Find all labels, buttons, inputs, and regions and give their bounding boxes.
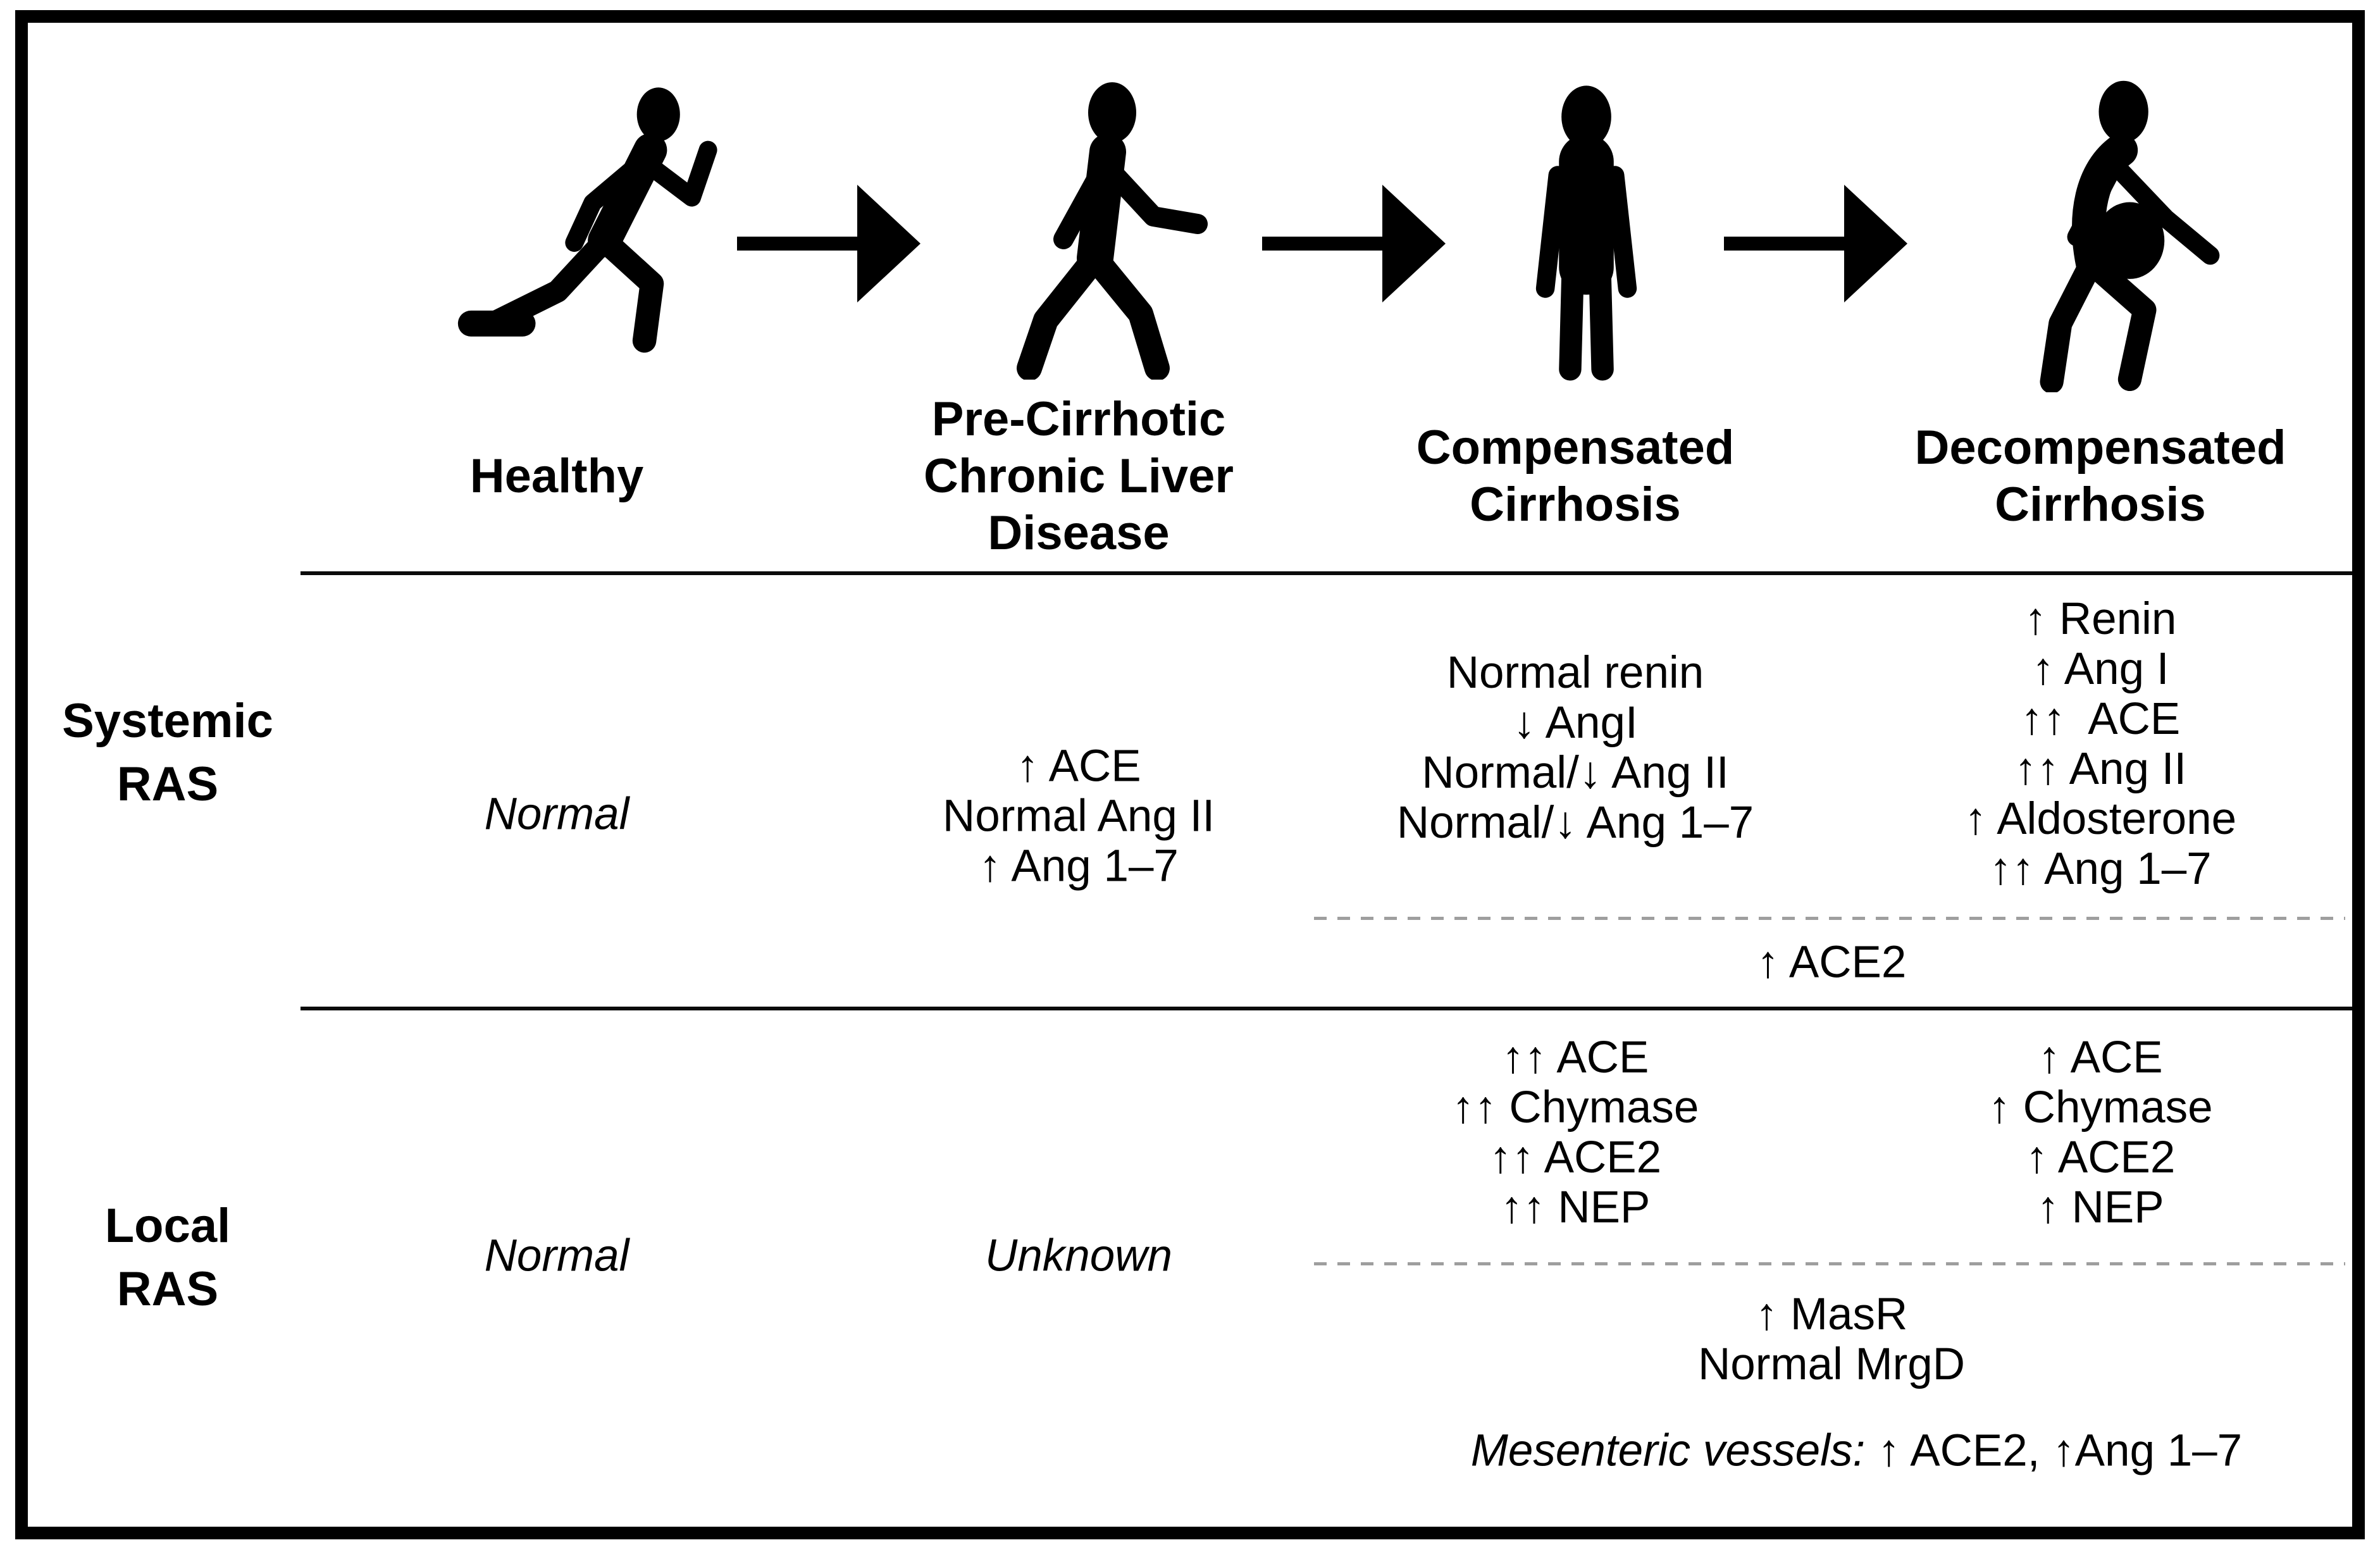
cell-systemic-decompensated: ↑ Renin ↑ Ang I ↑↑ ACE ↑↑ Ang II ↑ Aldostero… [1964, 594, 2236, 894]
column-header-pre-cirrhotic: Pre-Cirrhotic Chronic Liver Disease [924, 391, 1234, 562]
text-line: ↑↑ NEP [1500, 1183, 1651, 1232]
systemic-subrow-dashed-divider [1314, 917, 2345, 920]
text-line: ↑ Aldosterone [1964, 794, 2237, 844]
text-line: Normal Ang II [942, 791, 1215, 841]
column-header-compensated: Compensated Cirrhosis [1416, 419, 1735, 533]
table-middle-rule [301, 1007, 2352, 1010]
text-line: ↑ ACE [1016, 741, 1141, 792]
text-line: Compensated [1416, 421, 1735, 475]
text-line: Normal renin [1446, 648, 1704, 698]
text-line: Chronic Liver [924, 449, 1234, 503]
text-line: ↑ Chymase [1988, 1083, 2213, 1133]
progression-arrow-icon [1724, 185, 1907, 302]
text-line: ↑↑ ACE2 [1489, 1133, 1662, 1183]
text-line: ↑ Renin [2024, 594, 2177, 644]
cell-local-pre-cirrhotic: Unknown [985, 1231, 1172, 1281]
cell-systemic-pre-cirrhotic: ↑ ACE Normal Ang II ↑ Ang 1–7 [943, 742, 1215, 891]
ascites-person-icon [2040, 80, 2220, 392]
figure-border [15, 10, 2365, 1539]
text-line: ↑↑ Chymase [1451, 1083, 1699, 1133]
cell-local-decompensated: ↑ ACE ↑ Chymase ↑ ACE2 ↑ NEP [1988, 1033, 2212, 1232]
table-top-rule [301, 571, 2352, 575]
text-line: ↑ ACE [2038, 1033, 2163, 1083]
local-subrow-dashed-divider [1314, 1262, 2345, 1265]
text-line: Normal [484, 789, 629, 840]
text-line: ↑ ACE2 [1756, 937, 1907, 988]
cell-systemic-compensated: Normal renin ↓ AngI Normal/↓ Ang II Normal/… [1397, 648, 1754, 848]
text-line: Disease [988, 506, 1170, 560]
text-line: ↑ Ang I [2031, 644, 2169, 694]
cell-local-healthy: Normal [485, 1231, 629, 1281]
text-line: RAS [116, 757, 219, 811]
mesenteric-vessels-note-values: ↑ ACE2, ↑Ang 1–7 [1877, 1425, 2243, 1476]
cell-systemic-shared-ace2: ↑ ACE2 [1757, 938, 1907, 988]
text-line: Normal/↓ Ang II [1422, 748, 1729, 798]
text-line: Decompensated [1914, 421, 2286, 475]
progression-arrow-icon [737, 185, 920, 302]
running-person-icon [457, 87, 717, 353]
text-line: Cirrhosis [1470, 478, 1681, 531]
text-line: Pre-Cirrhotic [931, 392, 1226, 446]
mesenteric-vessels-note: Mesenteric vessels: ↑ ACE2, ↑Ang 1–7 [1421, 1376, 2242, 1526]
text-line: Unknown [985, 1231, 1172, 1281]
mesenteric-vessels-note-prefix: Mesenteric vessels: [1470, 1425, 1878, 1476]
text-line: Normal/↓ Ang 1–7 [1396, 798, 1754, 848]
text-line: ↑ MasR [1755, 1289, 1908, 1339]
text-line: ↑↑ Ang 1–7 [1989, 844, 2212, 894]
text-line: ↑↑ Ang II [2014, 744, 2187, 794]
text-line: ↑↑ ACE [2020, 694, 2181, 744]
text-line: Normal [484, 1231, 629, 1281]
text-line: ↑ NEP [2036, 1183, 2164, 1232]
text-line: ↑↑ ACE [1501, 1033, 1649, 1083]
walking-person-icon [1017, 82, 1208, 380]
standing-person-icon [1535, 85, 1637, 381]
row-label-systemic-ras: Systemic RAS [62, 690, 273, 816]
text-line: Normal MrgD [1697, 1339, 1966, 1389]
cell-local-compensated: ↑↑ ACE ↑↑ Chymase ↑↑ ACE2 ↑↑ NEP [1452, 1033, 1699, 1232]
text-line: Healthy [469, 449, 644, 503]
cell-systemic-healthy: Normal [485, 790, 629, 840]
text-line: Systemic [62, 694, 273, 748]
text-line: ↓ AngI [1513, 698, 1638, 748]
progression-arrow-icon [1262, 185, 1446, 302]
column-header-healthy: Healthy [470, 448, 644, 505]
text-line: Local [104, 1199, 231, 1253]
column-header-decompensated: Decompensated Cirrhosis [1914, 419, 2286, 533]
cell-local-shared-masr-mrgd: ↑ MasR Normal MrgD [1698, 1289, 1965, 1389]
text-line: Cirrhosis [1995, 478, 2206, 531]
row-label-local-ras: Local RAS [105, 1195, 231, 1321]
text-line: ↑ ACE2 [2025, 1133, 2176, 1183]
text-line: ↑ Ang 1–7 [979, 841, 1179, 891]
text-line: RAS [116, 1262, 219, 1316]
